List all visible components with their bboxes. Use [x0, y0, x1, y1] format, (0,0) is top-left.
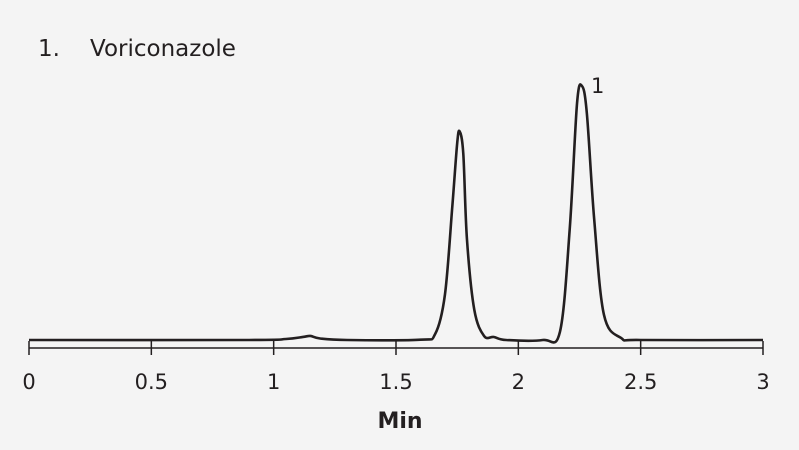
peak-label: 1	[591, 74, 604, 98]
x-tick-label: 3	[756, 370, 769, 394]
x-axis-title: Min	[377, 409, 422, 434]
x-tick-label: 1	[267, 370, 280, 394]
legend-entry: 1. Voriconazole	[38, 36, 236, 62]
x-tick-label: 0.5	[135, 370, 168, 394]
x-tick-label: 0	[22, 370, 35, 394]
x-tick-label: 2.5	[624, 370, 657, 394]
legend-number: 1.	[38, 36, 60, 62]
x-tick-label: 2	[512, 370, 525, 394]
legend-compound-name: Voriconazole	[90, 36, 236, 62]
peak-annotations: 1	[591, 74, 604, 98]
x-axis: 0 0.5 1 1.5 2 2.5 3	[22, 341, 770, 394]
chromatogram-line	[28, 83, 764, 344]
chromatogram-series	[28, 83, 764, 344]
x-tick-label: 1.5	[379, 370, 412, 394]
